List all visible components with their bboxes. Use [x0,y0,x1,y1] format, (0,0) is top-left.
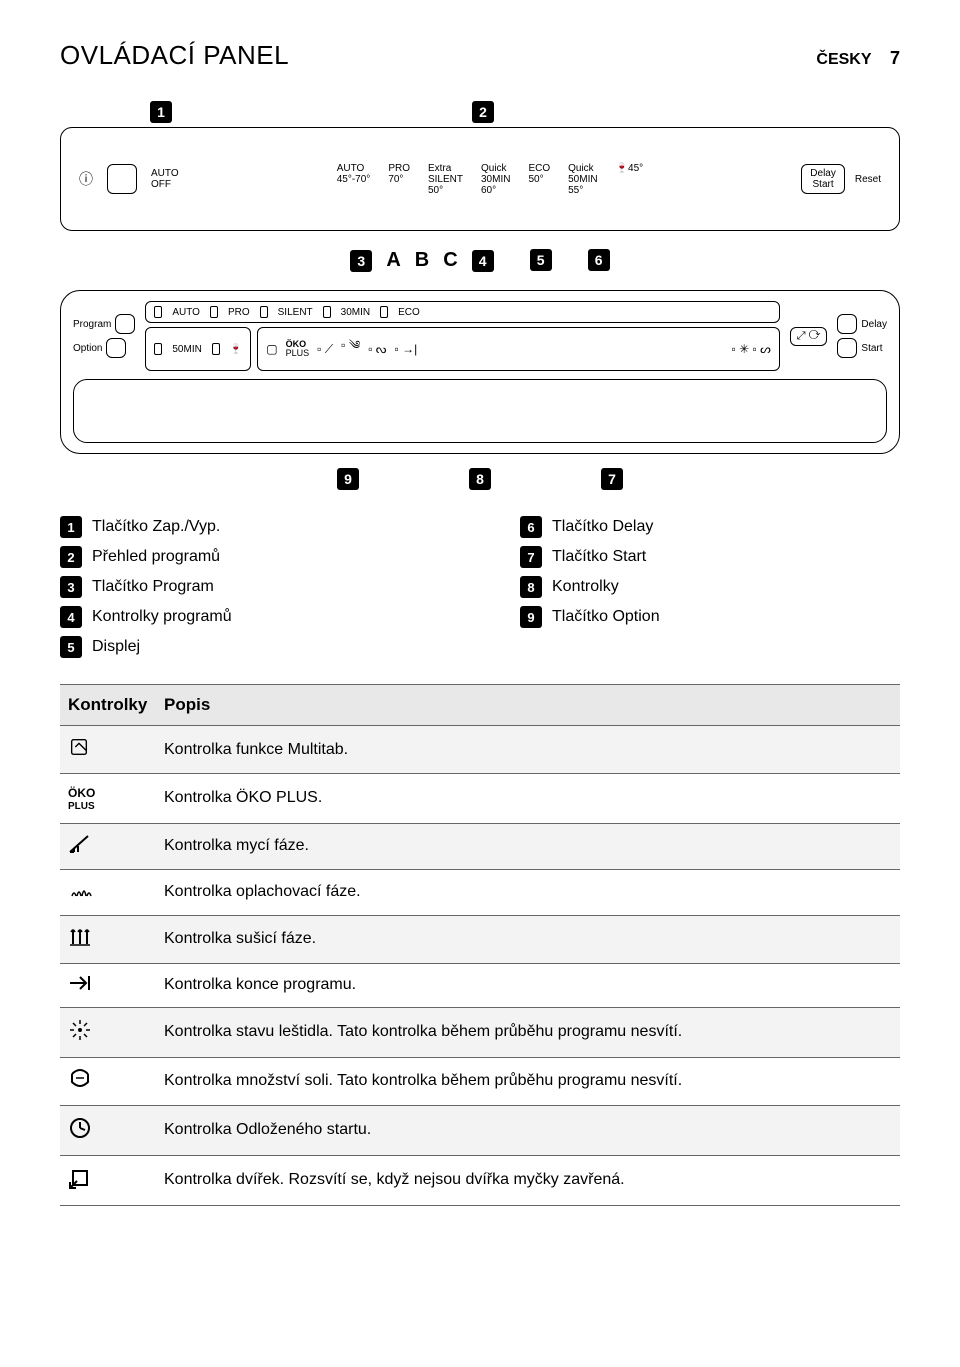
legend-right: 6Tlačítko Delay 7Tlačítko Start 8Kontrol… [520,516,900,666]
display-row1: AUTO PRO SILENT 30MIN ECO [145,301,779,323]
delay-start-button[interactable]: Delay Start [801,164,845,194]
start-label: Start [861,343,882,354]
legend-text: Displej [92,638,140,656]
legend-left: 1Tlačítko Zap./Vyp. 2Přehled programů 3T… [60,516,440,666]
badge-4: 4 [472,250,494,272]
table-desc: Kontrolka sušicí fáze. [156,915,900,963]
start-button[interactable] [837,338,857,358]
table-desc: Kontrolka stavu leštidla. Tato kontrolka… [156,1007,900,1057]
table-head-1: Kontrolky [60,685,156,726]
display-panel: Program Option AUTO PRO SILENT 30MIN ECO [60,290,900,454]
table-row: ÖKOPLUS Kontrolka ÖKO PLUS. [60,774,900,824]
option-button[interactable] [106,338,126,358]
letter-a: A [386,249,400,272]
indicators-table: Kontrolky Popis Kontrolka funkce Multita… [60,684,900,1206]
badge-9: 9 [337,468,359,490]
legend: 1Tlačítko Zap./Vyp. 2Přehled programů 3T… [60,516,900,666]
display-row2-left: 50MIN 🍷 [145,327,251,371]
delay-start-icon [60,1105,156,1155]
prog-pro: PRO70° [388,163,410,196]
table-desc: Kontrolka ÖKO PLUS. [156,774,900,824]
legend-text: Přehled programů [92,548,220,566]
table-row: Kontrolka oplachovací fáze. [60,869,900,915]
table-row: Kontrolka stavu leštidla. Tato kontrolka… [60,1007,900,1057]
page-title: OVLÁDACÍ PANEL [60,40,289,71]
prog-auto: AUTO45°-70° [337,163,371,196]
page-lang: ČESKY [816,51,871,68]
letter-b: B [415,249,429,272]
prog-auto-off: AUTOOFF [151,168,179,190]
table-row: Kontrolka sušicí fáze. [60,915,900,963]
page-header: OVLÁDACÍ PANEL ČESKY 7 [60,40,900,71]
table-desc: Kontrolka Odloženého startu. [156,1105,900,1155]
table-head-2: Popis [156,685,900,726]
prog-50min: Quick50MIN55° [568,163,597,196]
badge-1: 1 [150,101,172,123]
option-label: Option [73,343,102,354]
table-row: Kontrolka množství soli. Tato kontrolka … [60,1057,900,1105]
delay-label: Delay [861,319,887,330]
legend-text: Kontrolky [552,578,619,596]
table-row: Kontrolka mycí fáze. [60,823,900,869]
legend-text: Tlačítko Delay [552,518,653,536]
salt-icon [60,1057,156,1105]
rinse-phase-icon [60,869,156,915]
table-row: Kontrolka Odloženého startu. [60,1105,900,1155]
badge-7: 7 [601,468,623,490]
badge-6: 6 [588,249,610,271]
legend-text: Kontrolky programů [92,608,232,626]
end-program-icon [60,963,156,1007]
table-desc: Kontrolka oplachovací fáze. [156,869,900,915]
badge-5: 5 [530,249,552,271]
rinse-aid-icon [60,1007,156,1057]
prog-glass: 🍷45° [616,163,644,196]
table-desc: Kontrolka mycí fáze. [156,823,900,869]
display-row2-icons: ▢ ÖKOPLUS ▫ ⟋▫ ༄▫ ᔓ▫ →| ▫ ✳ ▫ ᔕ [257,327,780,371]
delay-button[interactable] [837,314,857,334]
multitab-icon [60,726,156,774]
power-icon: ⓘ [79,169,93,189]
dry-phase-icon [60,915,156,963]
table-row: Kontrolka konce programu. [60,963,900,1007]
prog-eco: ECO50° [528,163,550,196]
display-door-clock: ⤢ ⟳ [790,327,828,346]
reset-label: Reset [855,174,881,185]
legend-text: Tlačítko Option [552,608,660,626]
display-screen [73,379,887,443]
wash-phase-icon [60,823,156,869]
door-icon [60,1155,156,1205]
power-button[interactable] [107,164,137,194]
table-desc: Kontrolka dvířek. Rozsvítí se, když nejs… [156,1155,900,1205]
prog-30min: Quick30MIN60° [481,163,510,196]
oko-plus-icon: ÖKOPLUS [60,774,156,824]
callout-row-mid: 3 A B C 4 5 6 [60,249,900,272]
table-row: Kontrolka dvířek. Rozsvítí se, když nejs… [60,1155,900,1205]
table-desc: Kontrolka konce programu. [156,963,900,1007]
program-button[interactable] [115,314,135,334]
callout-row-top: 1 2 [60,101,900,123]
letter-c: C [443,249,457,272]
page-number: 7 [890,48,900,68]
badge-2: 2 [472,101,494,123]
legend-text: Tlačítko Start [552,548,646,566]
badge-3: 3 [350,250,372,272]
control-panel-top: ⓘ AUTOOFF AUTO45°-70° PRO70° ExtraSILENT… [60,127,900,231]
table-row: Kontrolka funkce Multitab. [60,726,900,774]
table-desc: Kontrolka množství soli. Tato kontrolka … [156,1057,900,1105]
callout-row-bottom: 9 8 7 [60,468,900,490]
prog-silent: ExtraSILENT50° [428,163,463,196]
legend-text: Tlačítko Program [92,578,214,596]
badge-8: 8 [469,468,491,490]
legend-text: Tlačítko Zap./Vyp. [92,518,220,536]
table-desc: Kontrolka funkce Multitab. [156,726,900,774]
program-label: Program [73,319,111,330]
